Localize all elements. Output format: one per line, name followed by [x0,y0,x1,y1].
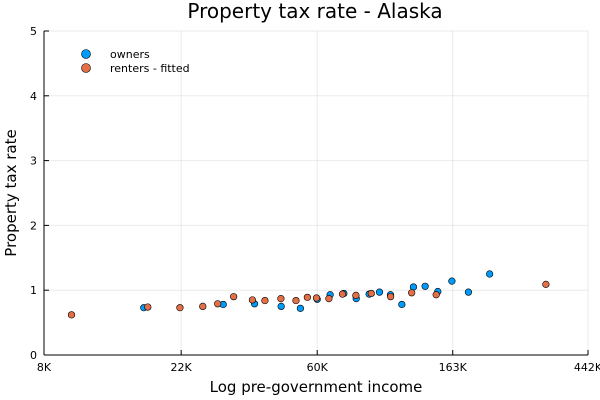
renters-fitted-point [67,311,76,319]
owners-point [464,288,473,296]
chart-title: Property tax rate - Alaska [187,0,442,23]
legend-marker-renters-fitted [81,63,91,73]
data-points [67,270,550,319]
renters-fitted-point [352,291,360,299]
renters-fitted-point [408,289,416,297]
renters-fitted-point [214,300,222,308]
renters-fitted-point [176,304,184,312]
y-tick-label: 0 [30,349,37,362]
owners-point [398,300,406,309]
y-axis-label: Property tax rate [2,129,20,256]
renters-fitted-point [432,291,440,299]
owners-point [277,302,285,311]
y-tick-label: 5 [30,25,37,38]
owners-point [421,282,429,290]
x-tick-label: 22K [171,361,193,374]
y-tick-label: 4 [30,90,37,103]
y-tick-label: 3 [30,155,37,168]
x-tick-label: 60K [307,361,329,374]
x-tick-label: 442K [574,361,600,374]
renters-fitted-point [199,302,207,311]
owners-point [448,277,456,285]
legend-label-renters-fitted: renters - fitted [110,62,190,75]
gridlines [43,30,589,356]
renters-fitted-point [230,293,238,301]
renters-fitted-point [261,296,269,305]
x-tick-label: 8K [37,361,52,374]
axes [43,30,589,356]
renters-fitted-point [292,296,300,305]
renters-fitted-point [303,293,311,301]
y-tick-label: 2 [30,219,37,232]
renters-fitted-point [387,293,395,301]
x-axis-label: Log pre-government income [210,378,423,396]
renters-fitted-point [277,295,285,303]
renters-fitted-point [325,295,333,303]
owners-point [486,270,494,278]
renters-fitted-point [542,280,550,288]
renters-fitted-point [312,294,321,302]
tick-labels: 8K 22K 60K 163K 442K 0 1 2 3 4 5 [30,25,600,374]
owners-point [375,288,384,296]
renters-fitted-point [248,296,256,304]
x-tick-label: 163K [439,361,468,374]
y-tick-label: 1 [30,284,37,297]
renters-fitted-point [338,290,347,298]
renters-fitted-point [144,303,152,311]
owners-point [296,304,304,312]
legend-marker-owners [81,49,91,59]
legend-label-owners: owners [110,48,150,61]
renters-fitted-point [367,289,375,298]
